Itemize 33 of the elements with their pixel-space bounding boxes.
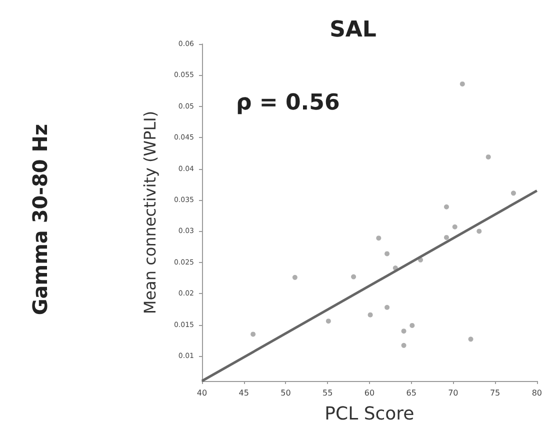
x-tick-label: 70 <box>448 388 458 398</box>
point <box>476 228 482 234</box>
x-tick-label: 50 <box>280 388 291 398</box>
point <box>292 274 298 280</box>
x-tick-label: 65 <box>406 388 416 398</box>
point <box>376 236 382 241</box>
point <box>368 312 373 318</box>
point <box>401 328 406 334</box>
point <box>410 322 415 328</box>
annotation: ρ = 0.56 <box>236 90 340 116</box>
point <box>384 304 390 310</box>
point <box>452 224 458 230</box>
x-tick-label: 80 <box>532 388 542 398</box>
point <box>444 234 449 240</box>
y-axis-title: Mean connectivity (WPLI) <box>140 110 160 314</box>
point <box>384 251 390 256</box>
x-tick-label: 75 <box>490 388 500 398</box>
x-axis-title: PCL Score <box>324 404 414 424</box>
chart-title: SAL <box>330 18 376 42</box>
point <box>510 190 516 196</box>
x-tick-label: 60 <box>364 388 375 398</box>
point <box>486 154 491 160</box>
point <box>401 342 406 348</box>
point <box>444 204 449 210</box>
x-tick-label: 45 <box>238 388 249 398</box>
x-tick-label: 55 <box>322 388 333 398</box>
text: Gamma 30-80 Hz <box>28 124 52 316</box>
point <box>250 332 256 337</box>
point <box>351 274 356 280</box>
point <box>460 81 465 86</box>
point <box>468 336 474 342</box>
point <box>326 318 331 324</box>
x-tick-label: 40 <box>196 388 208 398</box>
